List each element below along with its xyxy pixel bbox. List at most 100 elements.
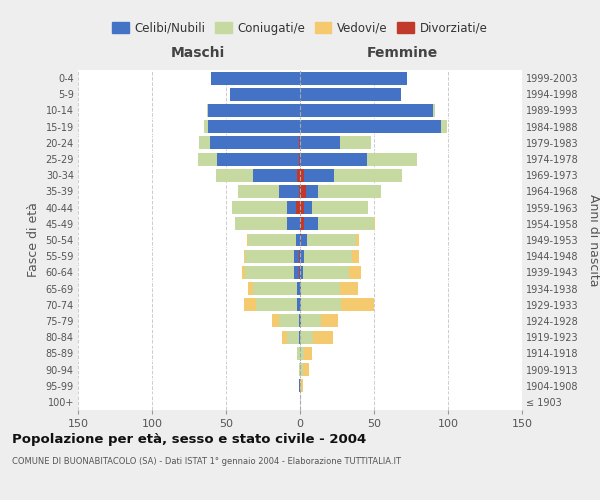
Bar [297,282,300,295]
Bar [287,201,296,214]
Bar [318,218,374,230]
Text: Maschi: Maschi [171,46,225,60]
Bar [282,330,287,344]
Bar [242,266,245,279]
Bar [300,72,407,85]
Bar [211,72,300,85]
Bar [297,169,300,181]
Bar [235,218,287,230]
Bar [299,136,300,149]
Bar [299,185,300,198]
Bar [340,136,371,149]
Bar [301,298,341,311]
Bar [300,379,301,392]
Bar [294,250,299,262]
Bar [208,104,300,117]
Bar [253,169,297,181]
Bar [244,298,256,311]
Bar [300,88,401,101]
Bar [299,250,300,262]
Bar [253,282,297,295]
Bar [303,363,309,376]
Bar [301,314,321,328]
Bar [198,152,217,166]
Bar [296,234,300,246]
Bar [232,201,287,214]
Legend: Celibi/Nubili, Coniugati/e, Vedovi/e, Divorziati/e: Celibi/Nubili, Coniugati/e, Vedovi/e, Di… [112,22,488,35]
Bar [374,218,376,230]
Bar [300,266,303,279]
Bar [318,185,382,198]
Bar [299,314,300,328]
Bar [272,314,279,328]
Bar [304,218,318,230]
Text: Femmine: Femmine [367,46,438,60]
Bar [300,169,304,181]
Bar [300,250,304,262]
Bar [297,298,300,311]
Bar [301,282,340,295]
Text: Popolazione per età, sesso e stato civile - 2004: Popolazione per età, sesso e stato civil… [12,432,366,446]
Bar [367,152,417,166]
Bar [300,136,340,149]
Bar [300,282,301,295]
Bar [340,282,358,295]
Bar [244,250,245,262]
Bar [230,88,300,101]
Bar [238,185,279,198]
Bar [440,120,446,133]
Bar [279,314,299,328]
Bar [208,120,300,133]
Bar [300,104,433,117]
Bar [300,298,301,311]
Bar [300,363,303,376]
Bar [301,379,303,392]
Bar [245,266,294,279]
Bar [300,152,367,166]
Bar [199,136,210,149]
Y-axis label: Fasce di età: Fasce di età [27,202,40,278]
Bar [306,185,318,198]
Bar [304,250,352,262]
Bar [433,104,434,117]
Bar [307,234,356,246]
Bar [248,234,296,246]
Bar [300,218,304,230]
Bar [299,379,300,392]
Bar [299,266,300,279]
Bar [349,266,361,279]
Bar [300,120,440,133]
Bar [300,234,301,246]
Bar [341,298,374,311]
Bar [300,347,304,360]
Bar [296,201,300,214]
Bar [217,152,299,166]
Bar [215,169,253,181]
Bar [248,282,253,295]
Bar [287,218,300,230]
Bar [245,250,294,262]
Bar [299,363,300,376]
Y-axis label: Anni di nascita: Anni di nascita [587,194,600,286]
Bar [247,234,248,246]
Bar [287,330,299,344]
Bar [300,201,304,214]
Bar [321,314,338,328]
Bar [300,330,313,344]
Bar [312,201,368,214]
Bar [299,330,300,344]
Bar [256,298,297,311]
Bar [204,120,208,133]
Bar [304,169,334,181]
Bar [294,266,299,279]
Bar [299,152,300,166]
Bar [301,234,307,246]
Bar [303,266,349,279]
Bar [210,136,299,149]
Bar [352,250,359,262]
Bar [300,185,306,198]
Bar [297,347,300,360]
Bar [279,185,299,198]
Bar [304,347,312,360]
Bar [334,169,402,181]
